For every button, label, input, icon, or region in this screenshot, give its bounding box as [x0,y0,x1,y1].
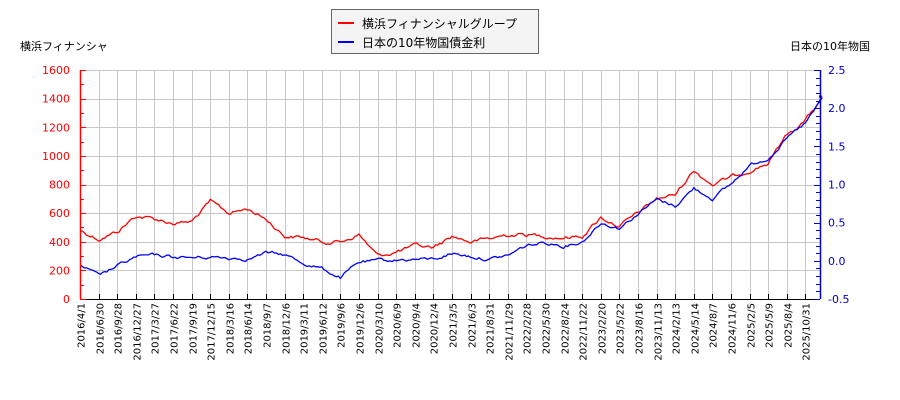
bond-yield-line [79,96,823,280]
x-tick-label: 2018/9/7 [263,303,274,348]
legend: 横浜フィナンシャルグループ 日本の10年物国債金利 [331,9,539,54]
x-tick-label: 2022/5/30 [542,303,553,354]
right-tick-label: 2.0 [828,102,846,115]
right-tick-label: -0.5 [828,293,849,306]
x-tick-label: 2019/9/6 [337,303,348,348]
x-tick-label: 2024/11/6 [728,303,739,354]
x-tick-label: 2025/8/4 [784,303,795,348]
x-tick-label: 2021/8/31 [486,303,497,354]
x-tick-label: 2022/8/24 [561,303,572,354]
x-tick-label: 2024/5/14 [691,303,702,354]
left-tick-label: 1200 [42,121,70,134]
x-tick-label: 2018/12/6 [282,303,293,354]
gridlines [80,70,820,300]
left-tick-label: 1400 [42,93,70,106]
x-tick-label: 2016/12/27 [133,303,144,361]
left-axis-title: 横浜フィナンシャ [20,40,108,53]
right-tick-label: 1.5 [828,140,846,153]
x-tick-label: 2020/12/4 [430,303,441,354]
x-tick-label: 2022/11/22 [579,303,590,361]
left-tick-label: 400 [49,236,70,249]
x-tick-label: 2023/5/22 [616,303,627,354]
x-tick-label: 2025/10/31 [802,303,813,361]
series-lines [79,95,823,280]
x-tick-label: 2025/2/5 [747,303,758,348]
x-tick-label: 2019/3/11 [300,303,311,354]
stock-price-line [79,95,823,257]
x-tick-label: 2025/5/9 [765,303,776,348]
blue-line-swatch-icon [338,41,354,43]
red-line-swatch-icon [338,22,354,24]
x-tick-label: 2023/8/16 [635,303,646,354]
x-tick-label: 2017/6/22 [170,303,181,354]
right-tick-label: 1.0 [828,179,846,192]
x-tick-label: 2021/11/29 [505,303,516,361]
x-tick-label: 2016/6/30 [96,303,107,354]
left-tick-label: 1600 [42,64,70,77]
x-tick-label: 2023/2/20 [598,303,609,354]
x-tick-label: 2023/11/13 [654,303,665,361]
legend-item-stock: 横浜フィナンシャルグループ [338,14,517,32]
left-tick-label: 200 [49,264,70,277]
legend-item-yield: 日本の10年物国債金利 [338,33,485,51]
left-tick-label: 800 [49,179,70,192]
x-tick-label: 2017/3/27 [151,303,162,354]
x-tick-label: 2019/12/6 [356,303,367,354]
right-tick-label: 0.5 [828,217,846,230]
x-tick-label: 2016/9/28 [114,303,125,354]
legend-label: 横浜フィナンシャルグループ [362,16,518,31]
legend-label: 日本の10年物国債金利 [362,35,486,50]
right-axis-title: 日本の10年物国 [790,40,870,53]
x-tick-label: 2016/4/1 [77,303,88,348]
x-tick-label: 2024/2/13 [672,303,683,354]
axes: 2016/4/1 2016/6/30 2016/9/28 2016/12/27 2017… [42,64,849,361]
x-tick-label: 2022/2/28 [523,303,534,354]
x-tick-label: 2024/8/7 [709,303,720,348]
right-tick-label: 0.0 [828,255,846,268]
x-tick-label: 2019/6/12 [319,303,330,354]
x-tick-label: 2020/6/9 [393,303,404,348]
left-tick-label: 1000 [42,150,70,163]
x-tick-label: 2020/9/4 [412,303,423,348]
left-tick-label: 600 [49,207,70,220]
x-tick-label: 2021/6/3 [468,303,479,348]
x-tick-label: 2020/3/10 [375,303,386,354]
x-tick-label: 2018/3/16 [226,303,237,354]
x-tick-label: 2021/3/5 [449,303,460,348]
x-tick-label: 2018/6/14 [244,303,255,354]
x-tick-label: 2017/12/15 [207,303,218,361]
x-tick-label: 2017/9/19 [189,303,200,354]
left-tick-label: 0 [63,293,70,306]
right-tick-label: 2.5 [828,64,846,77]
